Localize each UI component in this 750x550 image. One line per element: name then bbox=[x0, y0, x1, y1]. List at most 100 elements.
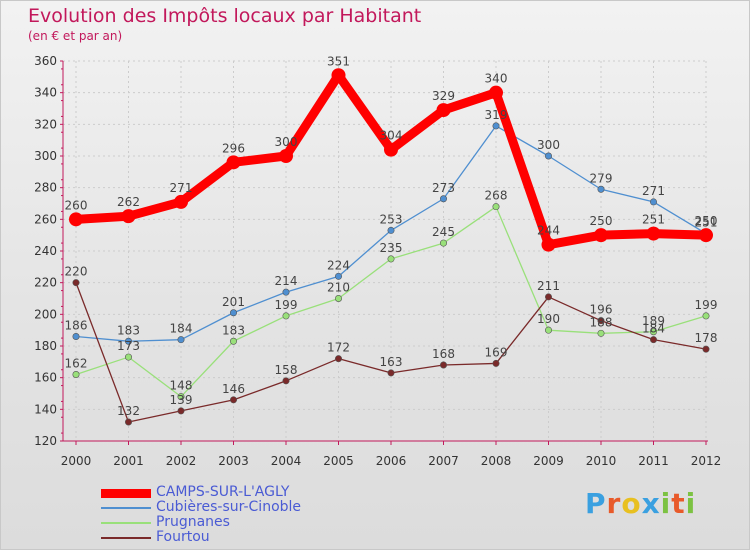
data-label: 139 bbox=[170, 393, 193, 407]
logo-letter: o bbox=[621, 487, 642, 520]
y-tick-label: 360 bbox=[34, 54, 57, 68]
legend-label: Cubières-sur-Cinoble bbox=[156, 499, 302, 515]
data-label: 148 bbox=[170, 379, 193, 393]
data-point bbox=[544, 293, 552, 301]
data-point bbox=[125, 337, 133, 345]
legend-label: Fourtou bbox=[156, 529, 210, 545]
data-point bbox=[492, 122, 500, 130]
data-point bbox=[492, 359, 500, 367]
data-point bbox=[125, 353, 133, 361]
data-point bbox=[387, 369, 395, 377]
data-point bbox=[544, 326, 552, 334]
axis-layer: 120 140 160 180 200 220 240 260 280 300 320 340 360 2… bbox=[34, 54, 721, 468]
data-point bbox=[489, 85, 503, 100]
data-point bbox=[177, 393, 185, 401]
grid-layer bbox=[63, 60, 708, 442]
y-tick-label: 160 bbox=[34, 371, 57, 385]
data-point bbox=[439, 195, 447, 203]
chart-subtitle: (en € et par an) bbox=[28, 29, 123, 43]
logo-letter: r bbox=[606, 487, 622, 520]
data-label: 184 bbox=[642, 322, 665, 336]
data-point bbox=[649, 198, 657, 206]
data-point bbox=[492, 203, 500, 211]
data-label: 300 bbox=[275, 135, 298, 149]
legend-swatch bbox=[101, 537, 151, 539]
data-label: 250 bbox=[590, 214, 613, 228]
data-point bbox=[597, 185, 605, 193]
legend-item: Prugnanes bbox=[101, 514, 361, 531]
data-label: 196 bbox=[590, 303, 613, 317]
data-point bbox=[544, 152, 552, 160]
x-tick-label: 2010 bbox=[586, 454, 617, 468]
data-label: 178 bbox=[695, 331, 718, 345]
x-tick-label: 2001 bbox=[113, 454, 144, 468]
logo-letter: t bbox=[671, 487, 686, 520]
data-point bbox=[699, 228, 713, 243]
legend-swatch bbox=[101, 488, 151, 498]
legend-swatch bbox=[101, 507, 151, 509]
proxiti-logo: Proxiti bbox=[585, 487, 696, 520]
data-point bbox=[649, 328, 657, 336]
data-label: 235 bbox=[380, 241, 403, 255]
data-label-layer: 186 183 184 201 214 224 253 273 319 300 279 271 251 1… bbox=[65, 54, 718, 418]
data-label: 172 bbox=[327, 341, 350, 355]
data-point bbox=[387, 255, 395, 263]
data-point bbox=[384, 142, 398, 157]
data-label: 168 bbox=[432, 347, 455, 361]
legend-swatch bbox=[101, 522, 151, 524]
x-tick-label: 2002 bbox=[166, 454, 197, 468]
y-tick-label: 140 bbox=[34, 402, 57, 416]
data-label: 340 bbox=[485, 72, 508, 86]
legend-item: CAMPS-SUR-L'AGLY bbox=[101, 484, 361, 501]
chart-title: Evolution des Impôts locaux par Habitant bbox=[28, 5, 422, 27]
data-point bbox=[597, 329, 605, 337]
data-label: 189 bbox=[642, 314, 665, 328]
data-label: 271 bbox=[170, 181, 193, 195]
data-point bbox=[72, 279, 80, 287]
data-point bbox=[177, 407, 185, 415]
data-label: 199 bbox=[275, 298, 298, 312]
data-label: 268 bbox=[485, 189, 508, 203]
y-tick-label: 340 bbox=[34, 86, 57, 100]
data-label: 245 bbox=[432, 225, 455, 239]
data-label: 158 bbox=[275, 363, 298, 377]
data-label: 214 bbox=[275, 274, 298, 288]
data-point bbox=[334, 355, 342, 363]
data-point bbox=[387, 226, 395, 234]
x-tick-label: 2009 bbox=[533, 454, 564, 468]
data-label: 184 bbox=[170, 322, 193, 336]
x-tick-label: 2006 bbox=[376, 454, 407, 468]
data-label: 251 bbox=[695, 216, 718, 230]
data-label: 173 bbox=[117, 339, 140, 353]
data-label: 201 bbox=[222, 295, 245, 309]
data-label: 199 bbox=[695, 298, 718, 312]
data-label: 329 bbox=[432, 89, 455, 103]
data-point bbox=[702, 312, 710, 320]
data-label: 146 bbox=[222, 382, 245, 396]
y-tick-label: 300 bbox=[34, 149, 57, 163]
data-point bbox=[125, 418, 133, 426]
legend-item: Fourtou bbox=[101, 529, 361, 546]
y-tick-label: 220 bbox=[34, 276, 57, 290]
data-point bbox=[702, 345, 710, 353]
x-tick-label: 2004 bbox=[271, 454, 302, 468]
data-label: 251 bbox=[642, 213, 665, 227]
data-label: 224 bbox=[327, 258, 350, 272]
data-point bbox=[226, 155, 241, 170]
x-tick-label: 2012 bbox=[691, 454, 722, 468]
legend: CAMPS-SUR-L'AGLY Cubières-sur-Cinoble Prug… bbox=[101, 484, 361, 546]
legend-item: Cubières-sur-Cinoble bbox=[101, 499, 361, 516]
y-tick-label: 200 bbox=[34, 307, 57, 321]
data-label: 210 bbox=[327, 281, 350, 295]
x-tick-label: 2007 bbox=[428, 454, 459, 468]
data-label: 296 bbox=[222, 141, 245, 155]
data-label: 183 bbox=[117, 323, 140, 337]
data-label: 190 bbox=[537, 312, 560, 326]
data-label: 253 bbox=[380, 212, 403, 226]
x-tick-label: 2008 bbox=[481, 454, 512, 468]
data-point bbox=[331, 68, 346, 83]
data-point bbox=[230, 309, 238, 317]
data-point bbox=[649, 336, 657, 344]
